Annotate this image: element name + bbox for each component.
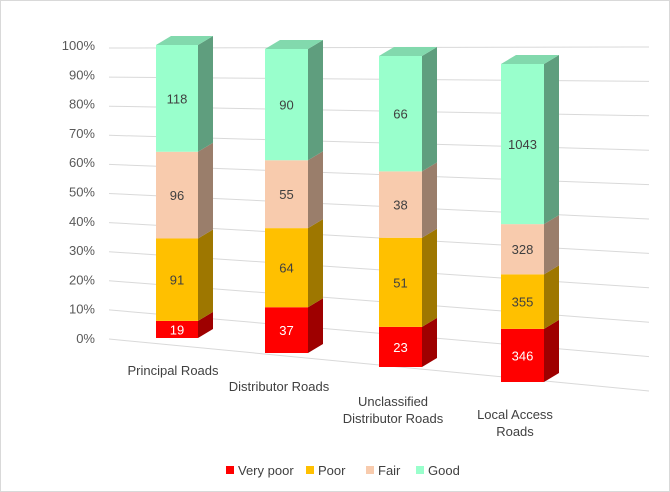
bar-segment-side — [308, 219, 323, 308]
bar-segment-side — [422, 47, 437, 172]
bar-segment-front — [501, 64, 544, 225]
bar-segment-side — [422, 228, 437, 327]
data-label: 90 — [279, 98, 293, 113]
legend-swatch — [366, 466, 374, 474]
bar-segment-front — [265, 228, 308, 308]
bar-segment-top — [265, 40, 323, 49]
y-tick-label: 70% — [69, 126, 95, 141]
bar-segment-side — [198, 229, 213, 321]
bar-segment-side — [308, 298, 323, 353]
data-label: 96 — [170, 188, 184, 203]
bar-segment-top — [156, 36, 213, 45]
bar-segment-side — [422, 162, 437, 238]
bar-segment-side — [544, 319, 559, 382]
legend-swatch — [306, 466, 314, 474]
x-category-label: Principal Roads — [127, 363, 219, 378]
legend-label: Good — [428, 463, 460, 478]
bar-segment-front — [156, 151, 198, 239]
legend-label: Very poor — [238, 463, 294, 478]
data-label: 19 — [170, 322, 184, 337]
y-tick-label: 90% — [69, 67, 95, 82]
y-tick-label: 40% — [69, 214, 95, 229]
x-category-label: Local Access — [477, 407, 553, 422]
bar-segment-front — [265, 160, 308, 229]
y-tick-label: 0% — [76, 331, 95, 346]
bar-segment-front — [501, 328, 544, 382]
bar-segment-side — [308, 40, 323, 161]
bar-segment-side — [544, 55, 559, 225]
bar-segment-front — [265, 307, 308, 353]
legend-swatch — [226, 466, 234, 474]
bar-segment-top — [379, 47, 437, 56]
y-tick-label: 60% — [69, 155, 95, 170]
bar-segment-front — [379, 237, 422, 327]
bar-segment-front — [379, 326, 422, 367]
data-label: 346 — [512, 348, 534, 363]
bar-segment-side — [198, 142, 213, 239]
y-tick-label: 30% — [69, 243, 95, 258]
bar-segment-side — [544, 215, 559, 275]
bar-segment-front — [501, 224, 544, 275]
data-label: 328 — [512, 242, 534, 257]
legend-label: Poor — [318, 463, 346, 478]
x-category-label: Roads — [496, 424, 534, 439]
data-label: 91 — [170, 273, 184, 288]
data-label: 118 — [167, 91, 188, 106]
bar-segment-side — [198, 311, 213, 338]
data-label: 355 — [512, 295, 534, 310]
x-category-label: Distributor Roads — [343, 411, 444, 426]
bar-segment-front — [379, 56, 422, 172]
data-label: 38 — [393, 198, 407, 213]
x-category-label: Unclassified — [358, 394, 428, 409]
bar-segment-front — [156, 320, 198, 338]
data-label: 55 — [279, 187, 293, 202]
y-tick-label: 20% — [69, 272, 95, 287]
bar-segment-front — [156, 238, 198, 321]
bar-segment-side — [308, 151, 323, 229]
x-category-label: Distributor Roads — [229, 379, 330, 394]
bar-segment-front — [265, 49, 308, 161]
data-label: 51 — [393, 275, 407, 290]
data-label: 66 — [393, 107, 407, 122]
y-tick-label: 50% — [69, 185, 95, 200]
legend-label: Fair — [378, 463, 401, 478]
bar-segment-front — [379, 171, 422, 238]
y-tick-label: 100% — [62, 38, 96, 53]
data-label: 37 — [279, 323, 293, 338]
data-label: 64 — [279, 261, 293, 276]
legend-swatch — [416, 466, 424, 474]
y-tick-label: 10% — [69, 302, 95, 317]
data-label: 1043 — [508, 137, 537, 152]
y-tick-label: 80% — [69, 97, 95, 112]
bar-segment-side — [198, 36, 213, 152]
bar-segment-top — [501, 55, 559, 64]
bar-segment-front — [156, 45, 198, 152]
data-label: 23 — [393, 340, 407, 355]
bar-segment-side — [544, 265, 559, 329]
bar-segment-side — [422, 317, 437, 367]
bar-segment-front — [501, 274, 544, 329]
